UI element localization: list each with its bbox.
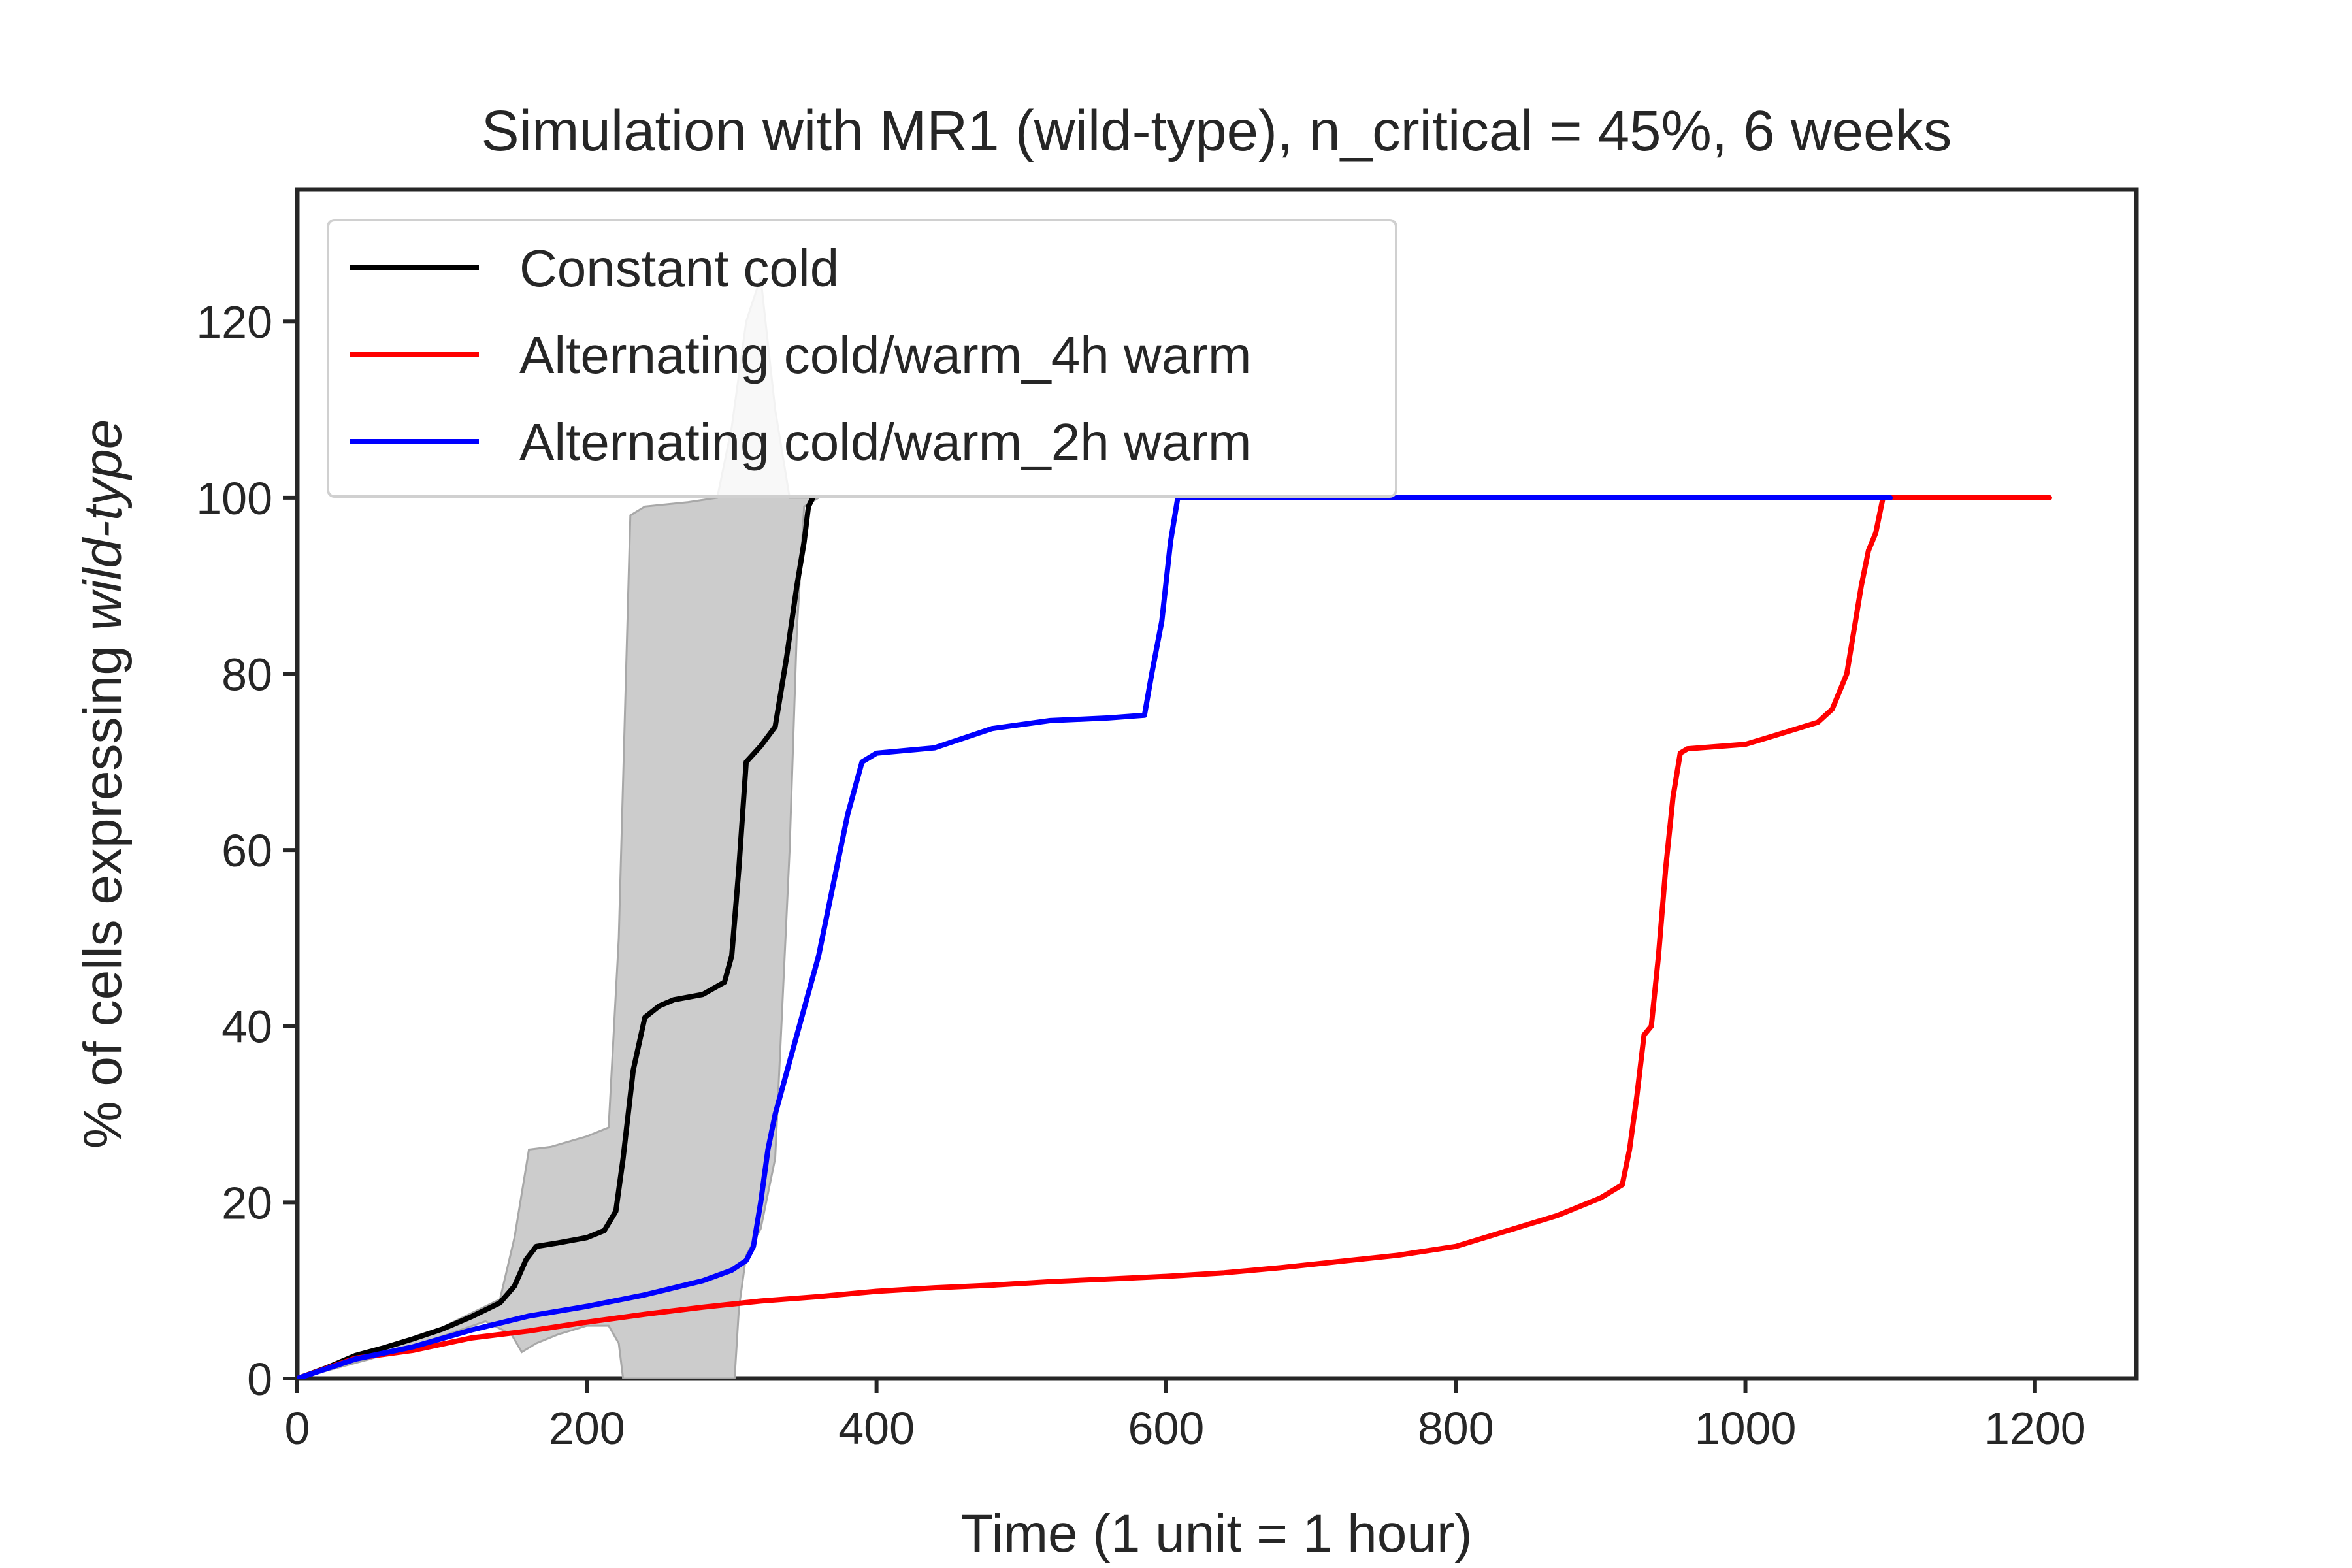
y-axis-label-italic: wild-type	[73, 419, 133, 631]
y-axis: 0 20 40 60 80 100 120	[196, 297, 297, 1405]
series-line-0	[297, 495, 816, 1379]
y-axis-label: % of cells expressing wild-type	[73, 419, 133, 1149]
y-tick-label: 40	[221, 1002, 272, 1053]
legend: Constant cold Alternating cold/warm_4h wa…	[327, 219, 1397, 498]
x-tick-label: 200	[549, 1403, 625, 1454]
x-tick-label: 1000	[1695, 1403, 1797, 1454]
chart-title: Simulation with MR1 (wild-type), n_criti…	[482, 99, 1952, 163]
x-axis-label: Time (1 unit = 1 hour)	[960, 1504, 1472, 1563]
plot-frame	[295, 187, 2139, 1381]
legend-label-1: Alternating cold/warm_4h warm	[519, 326, 1251, 384]
series-line-2	[297, 495, 1893, 1379]
y-tick-label: 80	[221, 649, 272, 700]
y-tick-label: 100	[196, 473, 272, 524]
x-tick-label: 800	[1418, 1403, 1494, 1454]
series-line-1	[297, 495, 2052, 1379]
y-tick-label: 20	[221, 1177, 272, 1228]
y-tick-label: 0	[247, 1354, 272, 1405]
legend-label-0: Constant cold	[519, 239, 839, 297]
series-layer	[297, 495, 2052, 1379]
x-axis: 0 200 400 600 800 1000 1200	[285, 1379, 2086, 1454]
legend-label-2: Alternating cold/warm_2h warm	[519, 413, 1251, 471]
x-tick-label: 600	[1128, 1403, 1205, 1454]
y-tick-label: 60	[221, 825, 272, 876]
legend-items: Constant cold Alternating cold/warm_4h wa…	[350, 239, 1251, 471]
x-tick-label: 0	[285, 1403, 310, 1454]
y-axis-label-prefix: % of cells expressing	[73, 630, 133, 1149]
x-tick-label: 1200	[1984, 1403, 2086, 1454]
x-tick-label: 400	[838, 1403, 915, 1454]
legend-box	[327, 219, 1397, 498]
y-tick-label: 120	[196, 297, 272, 348]
